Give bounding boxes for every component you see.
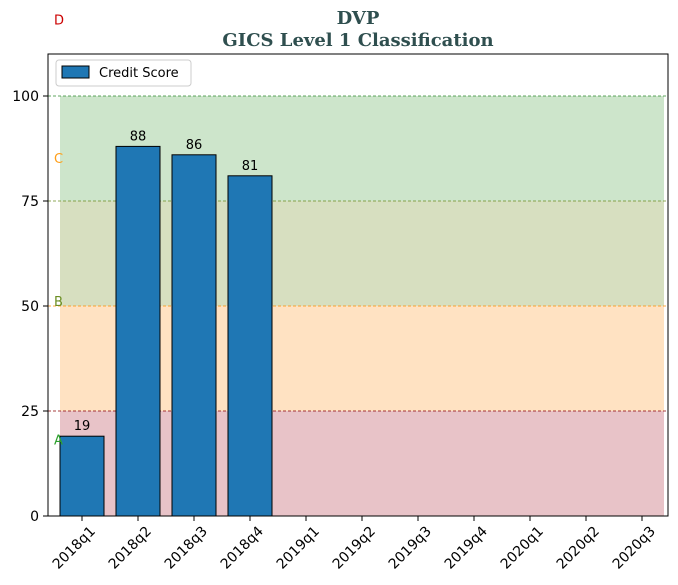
legend-label: Credit Score	[99, 66, 179, 81]
x-tick-label-2018q2: 2018q2	[106, 524, 155, 573]
x-tick-label-2019q1: 2019q1	[274, 524, 323, 573]
x-tick-label-2019q2: 2019q2	[330, 524, 379, 573]
bar-label-2018q4: 81	[242, 159, 259, 174]
bar-labels: 19 88 86 81	[74, 129, 259, 434]
bar-label-2018q2: 88	[130, 129, 147, 144]
legend-swatch	[61, 65, 90, 79]
x-tick-label-2020q2: 2020q2	[554, 524, 603, 573]
bar-label-2018q3: 86	[186, 138, 203, 153]
bar-2018q3	[171, 154, 217, 517]
x-tick-label-2020q1: 2020q1	[498, 524, 547, 573]
bar-2018q4	[227, 175, 273, 517]
x-axis: 2018q1 2018q2 2018q3 2018q4 2019q1 2019q2 2019…	[50, 516, 659, 573]
x-tick-label-2018q1: 2018q1	[50, 524, 99, 573]
x-tick-label-2018q4: 2018q4	[218, 523, 267, 572]
bar-2018q2	[115, 145, 161, 517]
grade-band-b	[60, 306, 664, 411]
band-label-d: D	[54, 13, 64, 28]
x-tick-label-2019q4: 2019q4	[442, 523, 491, 572]
grade-bands	[60, 96, 664, 516]
band-label-b: B	[54, 295, 63, 310]
legend-box	[55, 59, 192, 87]
band-label-c: C	[54, 152, 63, 167]
grade-band-c	[60, 201, 664, 306]
x-tick-label-2018q3: 2018q3	[162, 524, 211, 573]
chart-title: DVP	[337, 8, 380, 29]
band-labels: A B C D	[54, 13, 64, 448]
chart-subtitle: GICS Level 1 Classification	[222, 30, 493, 51]
grade-band-a	[60, 411, 664, 516]
legend: Credit Score	[55, 59, 192, 87]
x-tick-label-2020q3: 2020q3	[610, 524, 659, 573]
bar-2018q1	[59, 435, 105, 517]
y-tick-label-50: 50	[21, 299, 39, 315]
y-tick-label-25: 25	[21, 404, 39, 420]
band-label-a: A	[54, 433, 63, 448]
threshold-lines	[48, 95, 668, 412]
y-tick-label-75: 75	[21, 194, 39, 210]
plot-frame	[47, 53, 669, 517]
bars	[59, 145, 273, 517]
y-tick-label-0: 0	[30, 509, 39, 525]
bar-label-2018q1: 19	[74, 419, 91, 434]
y-axis: 0 25 50 75 100	[12, 89, 48, 525]
x-tick-label-2019q3: 2019q3	[386, 524, 435, 573]
grade-band-d	[60, 96, 664, 201]
y-tick-label-100: 100	[12, 89, 39, 105]
